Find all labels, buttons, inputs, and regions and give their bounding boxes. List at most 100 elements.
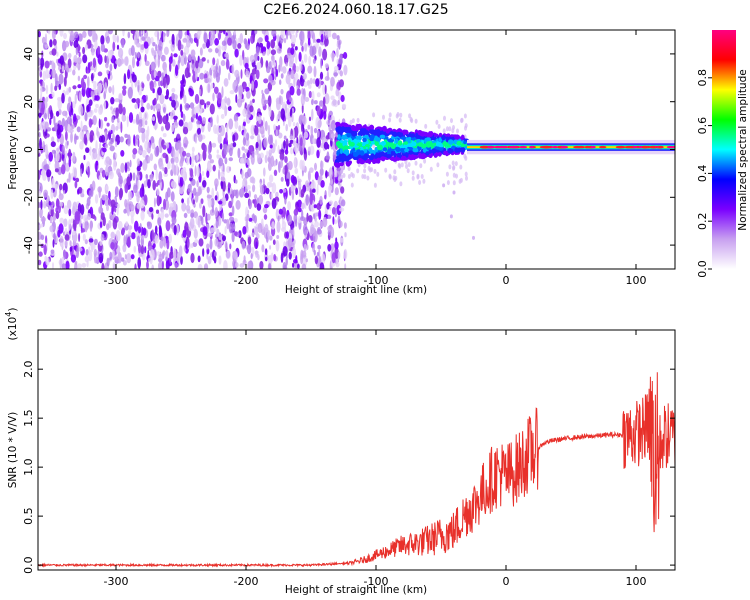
heatmap-cell <box>68 148 72 160</box>
heatmap-cell <box>124 133 129 138</box>
heatmap-cell <box>120 150 125 157</box>
x-tick-label: -200 <box>234 274 259 287</box>
heatmap-cell <box>169 203 175 208</box>
heatmap-cell <box>249 176 254 183</box>
heatmap-cell <box>422 178 426 184</box>
heatmap-cell <box>198 133 203 142</box>
heatmap-cell <box>106 69 110 75</box>
heatmap-cell <box>110 231 115 239</box>
heatmap-cell <box>393 152 397 158</box>
heatmap-cell <box>68 96 72 104</box>
heatmap-cell <box>315 78 320 87</box>
heatmap-cell <box>218 31 221 40</box>
heatmap-cell <box>179 103 183 113</box>
heatmap-cell <box>324 37 329 47</box>
heatmap-cell <box>590 145 596 149</box>
heatmap-cell <box>270 155 275 168</box>
heatmap-cell <box>294 46 298 51</box>
heatmap-cell <box>282 261 287 269</box>
svg-text:(x104): (x104) <box>4 308 19 341</box>
heatmap-cell <box>125 221 129 227</box>
heatmap-cell <box>79 131 84 140</box>
heatmap-cell <box>303 53 308 63</box>
heatmap-cell <box>441 134 446 141</box>
heatmap-cell <box>308 90 312 99</box>
heatmap-cell <box>213 72 217 79</box>
heatmap-cell <box>220 114 225 119</box>
heatmap-cell <box>73 40 79 49</box>
heatmap-cell <box>327 225 332 232</box>
heatmap-cell <box>256 61 262 70</box>
heatmap-cell <box>133 184 138 194</box>
heatmap-cell <box>312 78 316 85</box>
heatmap-cell <box>153 197 156 208</box>
heatmap-cell <box>191 63 196 69</box>
heatmap-cell <box>334 170 338 178</box>
heatmap-cell <box>38 251 43 257</box>
heatmap-cell <box>445 126 449 132</box>
heatmap-cell <box>197 217 201 228</box>
heatmap-cell <box>51 68 57 79</box>
heatmap-cell <box>334 241 339 250</box>
heatmap-cell <box>163 46 169 55</box>
heatmap-cell <box>150 36 154 44</box>
heatmap-cell <box>382 114 385 120</box>
heatmap-cell <box>176 133 181 139</box>
heatmap-cell <box>105 35 110 44</box>
heatmap-cell <box>392 156 398 162</box>
heatmap-cell <box>420 174 424 179</box>
heatmap-cell <box>243 83 246 89</box>
heatmap-cell <box>66 102 71 112</box>
heatmap-cell <box>257 253 260 261</box>
heatmap-cell <box>43 164 49 170</box>
heatmap-cell <box>261 89 264 95</box>
heatmap-cell <box>232 134 236 143</box>
heatmap-cell <box>144 53 147 63</box>
heatmap-cell <box>459 164 463 170</box>
heatmap-cell <box>71 231 76 236</box>
heatmap-cell <box>420 153 427 160</box>
heatmap-cell <box>280 252 284 263</box>
heatmap-cell <box>98 107 103 115</box>
heatmap-cell <box>64 240 68 247</box>
heatmap-cell <box>134 103 138 110</box>
heatmap-cell <box>102 216 106 227</box>
heatmap-cell <box>245 70 250 78</box>
heatmap-cell <box>205 212 208 224</box>
heatmap-cell <box>165 142 170 149</box>
heatmap-cell <box>273 169 278 176</box>
heatmap-cell <box>186 208 191 214</box>
heatmap-cell <box>221 45 227 51</box>
heatmap-cell <box>120 162 125 173</box>
heatmap-cell <box>293 258 298 264</box>
heatmap-cell <box>351 173 355 179</box>
heatmap-cell <box>118 47 124 59</box>
heatmap-cell <box>463 140 467 145</box>
heatmap-cell <box>138 111 143 121</box>
heatmap-cell <box>185 140 189 145</box>
heatmap-cell <box>376 171 380 177</box>
heatmap-cell <box>415 134 421 139</box>
heatmap-cell <box>442 128 446 134</box>
heatmap-cell <box>376 144 383 151</box>
heatmap-cell <box>145 174 148 179</box>
heatmap-cell <box>155 103 162 112</box>
heatmap-cell <box>202 43 207 49</box>
heatmap-cell <box>197 255 201 263</box>
heatmap-cell <box>206 101 211 106</box>
heatmap-cell <box>159 145 163 154</box>
heatmap-cell <box>224 157 228 165</box>
heatmap-cell <box>294 125 299 138</box>
heatmap-cell <box>137 179 140 190</box>
heatmap-cell <box>301 103 304 114</box>
heatmap-cell <box>108 170 114 180</box>
y-tick-label: -40 <box>22 236 35 254</box>
heatmap-cell <box>326 202 330 210</box>
heatmap-cell <box>184 221 189 232</box>
heatmap-cell <box>278 208 283 215</box>
heatmap-cell <box>129 74 132 84</box>
heatmap-cell <box>212 57 216 66</box>
heatmap-cell <box>198 238 204 247</box>
heatmap-cell <box>138 123 142 134</box>
